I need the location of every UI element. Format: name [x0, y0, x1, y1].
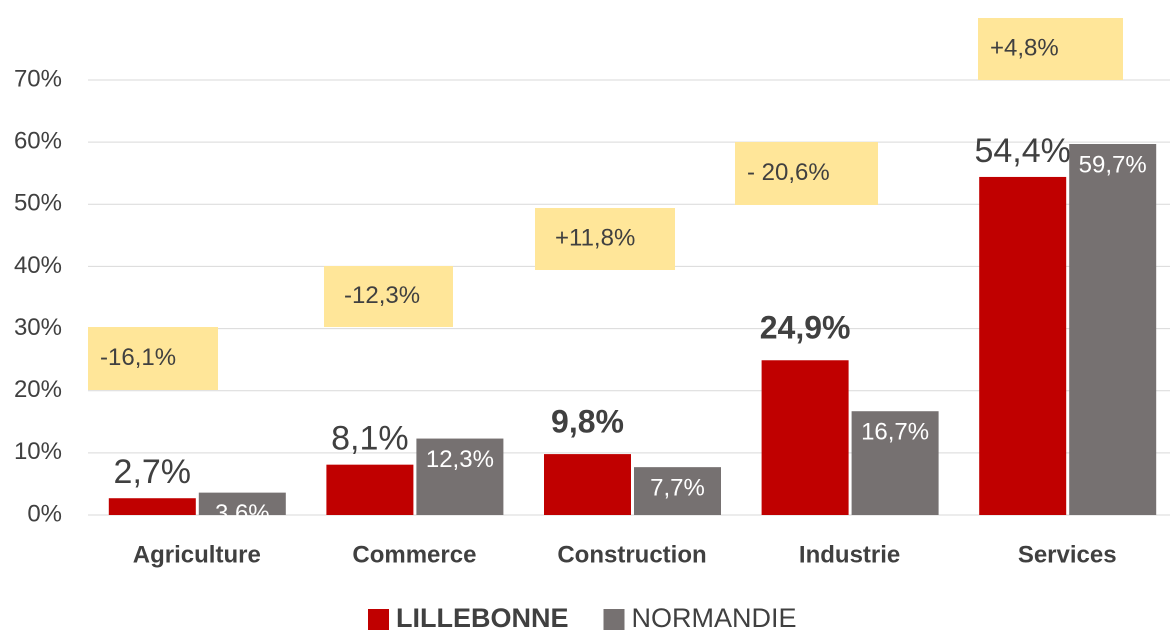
data-label: 2,7% [114, 453, 192, 491]
annotation-box [978, 18, 1123, 80]
bar [761, 360, 849, 515]
y-tick-label: 10% [14, 438, 62, 465]
annotation-box [324, 266, 453, 327]
y-tick-label: 50% [14, 190, 62, 217]
data-label: 24,9% [760, 310, 851, 346]
annotation-box [735, 142, 878, 205]
x-tick-label: Industrie [799, 541, 900, 568]
bar [108, 498, 196, 515]
annotation-box [535, 208, 675, 270]
bar [979, 176, 1067, 515]
bar [851, 411, 939, 515]
annotation: - 20,6% [747, 159, 830, 186]
annotation-box [88, 327, 218, 390]
x-tick-label: Construction [557, 541, 706, 568]
annotation: +4,8% [990, 34, 1059, 61]
y-tick-label: 0% [27, 500, 62, 527]
data-label: 12,3% [426, 446, 494, 473]
y-tick-label: 20% [14, 376, 62, 403]
bar [326, 464, 414, 515]
data-label: 8,1% [331, 420, 409, 458]
x-tick-label: Services [1018, 541, 1117, 568]
legend-swatch [368, 609, 389, 630]
y-tick-label: 60% [14, 127, 62, 154]
annotation: -16,1% [100, 344, 176, 371]
y-tick-label: 30% [14, 314, 62, 341]
y-tick-label: 70% [14, 65, 62, 92]
y-tick-label: 40% [14, 252, 62, 279]
x-tick-label: Agriculture [133, 541, 261, 568]
bar [544, 454, 631, 515]
x-tick-label: Commerce [352, 541, 476, 568]
annotation: -12,3% [344, 282, 420, 309]
data-label: 59,7% [1079, 151, 1147, 178]
legend-label: LILLEBONNE [396, 603, 569, 633]
data-label: 16,7% [861, 419, 929, 446]
legend-label: NORMANDIE [632, 603, 797, 633]
bar [1069, 144, 1157, 515]
data-label: 54,4% [974, 132, 1070, 170]
data-label: 3,6% [215, 500, 270, 527]
legend-swatch [603, 609, 625, 630]
annotation: +11,8% [555, 224, 635, 251]
data-label: 9,8% [551, 404, 624, 440]
bar [416, 438, 504, 515]
data-label: 7,7% [650, 474, 705, 501]
bar [198, 492, 286, 515]
bar [634, 467, 721, 515]
